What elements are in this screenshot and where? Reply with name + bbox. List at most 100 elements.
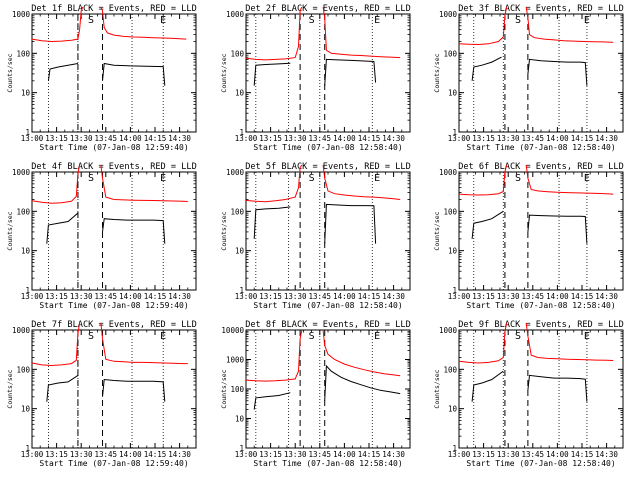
y-tick-label: 10 [448, 405, 458, 414]
x-tick-label: 13:45 [309, 292, 332, 301]
series-line-black [324, 203, 377, 244]
x-axis-label: Start Time (07-Jan-08 12:59:40) [39, 459, 188, 468]
y-tick-label: 100 [16, 207, 30, 216]
chart-panel-3: Det 3f BLACK = Events, RED = LLD 1 10 100 10… [433, 4, 624, 152]
marker-label-s: S [515, 173, 521, 184]
series-line-red [245, 164, 303, 203]
x-tick-label: 13:45 [522, 450, 545, 459]
x-axis-label: Start Time (07-Jan-08 12:58:40) [253, 459, 402, 468]
x-tick-label: 14:00 [119, 450, 142, 459]
x-tick-label: 14:00 [546, 292, 569, 301]
series-line-red [322, 7, 401, 59]
x-tick-label: 13:45 [309, 450, 332, 459]
x-tick-label: 14:30 [382, 292, 405, 301]
marker-label-s: S [88, 15, 94, 26]
y-tick-label: 1 [25, 286, 30, 295]
x-tick-label: 13:45 [522, 134, 545, 143]
y-tick-label: 100 [16, 365, 30, 374]
chart-title: Det 6f BLACK = Events, RED = LLD [458, 162, 624, 172]
series-line-black [471, 370, 504, 402]
chart-panel-5: Det 5f BLACK = Events, RED = LLD 1 10 100 10… [220, 162, 411, 310]
x-tick-label: 14:15 [358, 134, 381, 143]
x-tick-label: 13:30 [284, 134, 307, 143]
marker-label-e: E [160, 331, 166, 342]
marker-label-e: E [160, 173, 166, 184]
x-tick-label: 14:30 [382, 134, 405, 143]
x-tick-label: 13:30 [497, 292, 520, 301]
marker-label-s: S [88, 173, 94, 184]
y-tick-label: 1 [452, 444, 457, 453]
y-tick-label: 10 [235, 247, 245, 256]
y-axis-label: Counts/sec [433, 53, 441, 92]
y-tick-label: 10 [235, 89, 245, 98]
x-tick-label: 14:30 [168, 134, 191, 143]
plot-frame [245, 329, 411, 449]
y-tick-label: 1 [25, 128, 30, 137]
x-tick-label: 13:00 [448, 134, 471, 143]
series-line-black [102, 218, 166, 244]
x-tick-label: 13:15 [472, 292, 495, 301]
series-line-red [458, 323, 508, 364]
y-tick-label: 1000 [439, 326, 458, 335]
chart-title: Det 2f BLACK = Events, RED = LLD [245, 4, 411, 14]
y-tick-label: 100 [16, 49, 30, 58]
series-line-black [471, 56, 502, 81]
x-tick-label: 13:30 [497, 450, 520, 459]
series-line-black [47, 63, 78, 81]
series-line-red [31, 165, 81, 204]
series-line-black [527, 374, 588, 402]
chart-title: Det 1f BLACK = Events, RED = LLD [31, 4, 197, 14]
x-tick-label: 13:45 [95, 450, 118, 459]
x-tick-label: 13:15 [259, 134, 282, 143]
x-tick-label: 13:30 [497, 134, 520, 143]
x-tick-label: 13:45 [95, 292, 118, 301]
x-tick-label: 14:30 [168, 450, 191, 459]
plot-frame [458, 171, 624, 291]
series-line-red [525, 323, 614, 361]
series-line-red [525, 7, 614, 43]
chart-panel-8: Det 8f BLACK = Events, RED = LLD 1 10 100 10… [220, 320, 411, 468]
x-tick-label: 13:15 [259, 292, 282, 301]
x-tick-label: 14:30 [168, 292, 191, 301]
series-line-black [253, 62, 291, 86]
series-line-red [525, 165, 614, 195]
series-line-black [102, 62, 166, 86]
x-tick-label: 14:00 [333, 292, 356, 301]
x-tick-label: 13:45 [309, 134, 332, 143]
x-tick-label: 13:15 [45, 450, 68, 459]
x-axis-label: Start Time (07-Jan-08 12:58:40) [466, 143, 615, 152]
y-axis-label: Counts/sec [220, 369, 228, 408]
y-tick-label: 1 [452, 128, 457, 137]
x-axis-label: Start Time (07-Jan-08 12:58:40) [466, 459, 615, 468]
y-tick-label: 1 [239, 444, 244, 453]
marker-label-s: S [309, 331, 315, 342]
plot-frame [31, 329, 197, 449]
x-tick-label: 13:45 [95, 134, 118, 143]
y-tick-label: 1 [452, 286, 457, 295]
y-axis-label: Counts/sec [6, 369, 14, 408]
marker-label-e: E [584, 15, 590, 26]
chart-panel-6: Det 6f BLACK = Events, RED = LLD 1 10 100 10… [433, 162, 624, 310]
chart-title: Det 3f BLACK = Events, RED = LLD [458, 4, 624, 14]
x-tick-label: 13:15 [259, 450, 282, 459]
marker-label-e: E [160, 15, 166, 26]
marker-label-s: S [88, 331, 94, 342]
x-tick-label: 14:00 [119, 134, 142, 143]
series-line-black [527, 214, 588, 244]
series-line-red [322, 165, 401, 200]
y-tick-label: 10 [21, 247, 31, 256]
x-tick-label: 13:15 [472, 450, 495, 459]
y-axis-label: Counts/sec [220, 53, 228, 92]
x-tick-label: 13:00 [235, 450, 258, 459]
x-tick-label: 13:30 [70, 134, 93, 143]
marker-label-s: S [515, 331, 521, 342]
y-tick-label: 1000 [12, 168, 31, 177]
plot-frame [458, 13, 624, 133]
chart-title: Det 8f BLACK = Events, RED = LLD [245, 320, 411, 330]
series-line-red [322, 329, 401, 377]
series-line-black [253, 392, 291, 410]
series-line-black [46, 212, 79, 244]
x-tick-label: 13:15 [45, 292, 68, 301]
y-tick-label: 1000 [439, 168, 458, 177]
plot-frame [31, 13, 197, 133]
